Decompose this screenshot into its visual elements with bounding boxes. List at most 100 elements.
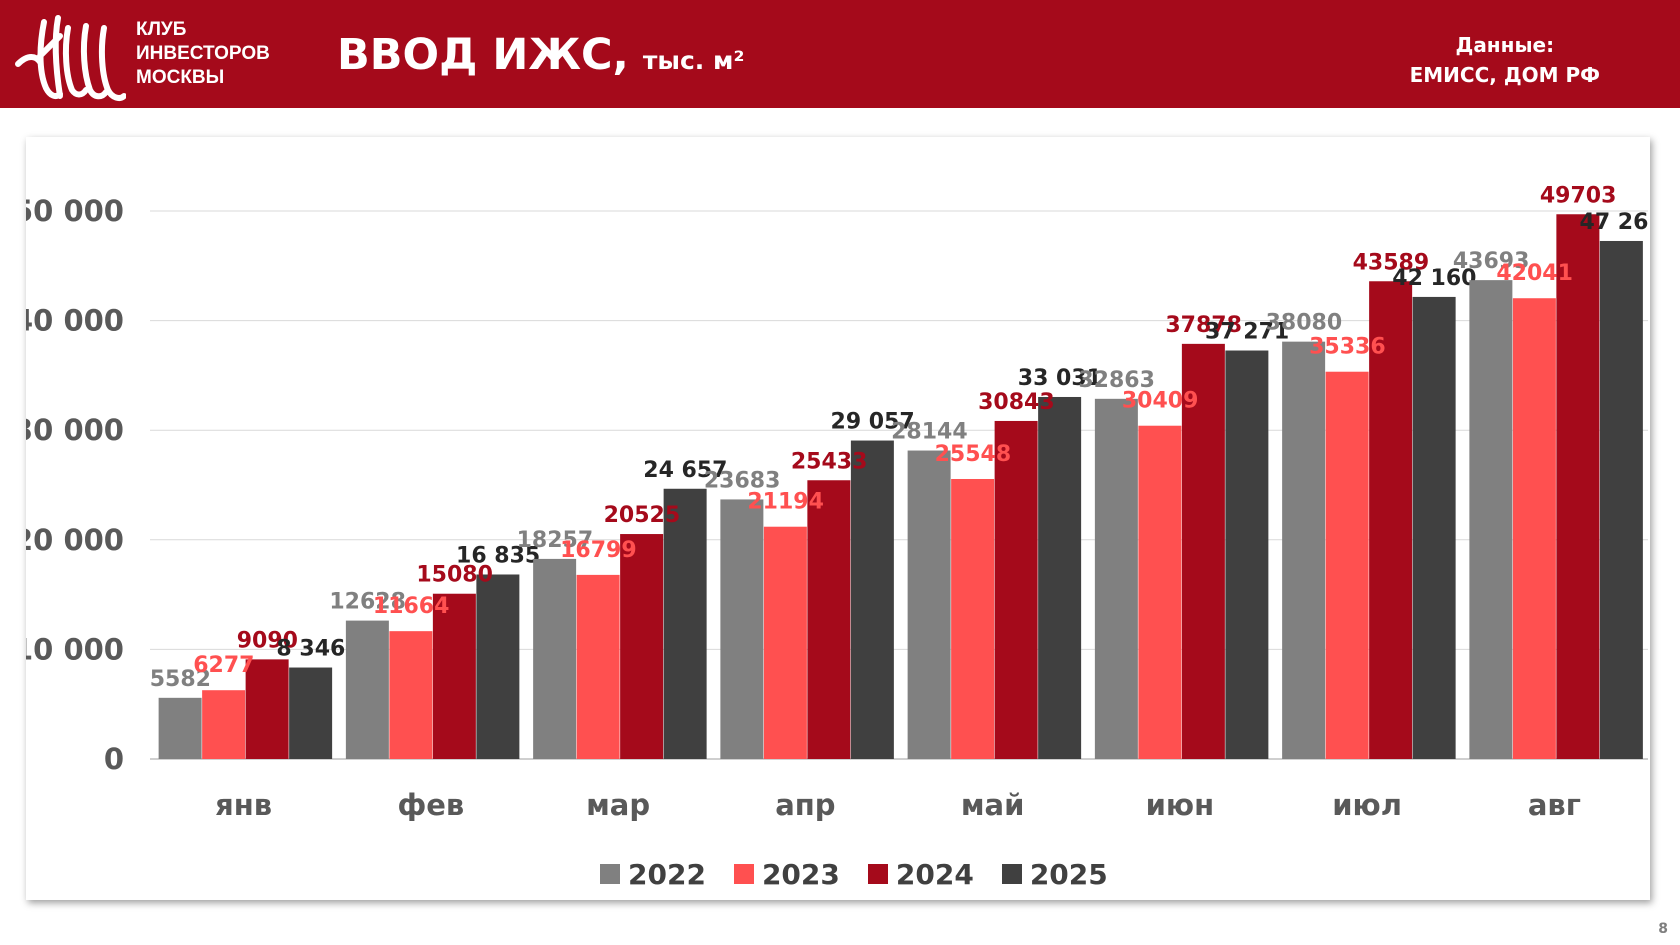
legend-item-2024: 2024: [867, 857, 974, 891]
data-source: Данные: ЕМИСС, ДОМ РФ: [1410, 30, 1600, 90]
y-tick-label: 20 000: [26, 523, 124, 557]
bar-2024: [1556, 214, 1600, 759]
y-tick-label: 10 000: [26, 632, 124, 666]
bar-2024: [807, 480, 851, 759]
club-name: КЛУБ ИНВЕСТОРОВ МОСКВЫ: [136, 18, 270, 90]
data-label-2023: 6277: [193, 653, 254, 678]
data-label-2022: 5582: [150, 667, 211, 692]
data-label-2025: 29 057: [831, 410, 915, 435]
bar-2023: [951, 478, 995, 759]
club-name-line: КЛУБ: [136, 19, 187, 40]
y-tick-label: 0: [104, 742, 124, 776]
y-tick-label: 40 000: [26, 304, 124, 338]
data-label-2022: 18257: [517, 528, 594, 553]
data-label-2025: 47 265: [1580, 210, 1650, 235]
bar-2025: [289, 667, 333, 759]
bar-2023: [1138, 425, 1182, 759]
legend-swatch-2022: [600, 864, 620, 884]
bar-2022: [345, 620, 389, 759]
x-tick-label: янв: [215, 788, 272, 822]
data-label-2023: 35336: [1309, 335, 1386, 360]
bar-2022: [907, 450, 951, 759]
x-tick-label: май: [961, 788, 1025, 822]
data-label-2023: 11664: [373, 594, 450, 619]
data-label-2025: 33 031: [1018, 366, 1102, 391]
page-number: 8: [1658, 921, 1668, 937]
bar-2023: [1512, 298, 1556, 759]
x-tick-label: апр: [775, 788, 835, 822]
bar-2024: [245, 659, 289, 759]
legend-swatch-2023: [733, 864, 754, 884]
data-label-2022: 38080: [1266, 311, 1343, 336]
legend-item-2022: 2022: [600, 858, 706, 891]
data-label-2024: 25433: [791, 449, 868, 474]
legend-label-2025: 2025: [1029, 857, 1108, 891]
data-label-2024: 15080: [416, 563, 493, 588]
y-tick-label: 30 000: [26, 413, 124, 447]
legend-item-2023: 2023: [733, 857, 840, 891]
legend-item-2025: 2025: [1001, 857, 1108, 891]
header-bar: КЛУБ ИНВЕСТОРОВ МОСКВЫ ВВОД ИЖС, тыс. м² …: [0, 0, 1680, 108]
chart-panel: 0 10 000 20 000 30 000 40 000 50 000 558262779…: [26, 137, 1650, 900]
bar-2022: [1282, 341, 1326, 759]
y-tick-label: 50 000: [26, 194, 124, 228]
data-label-2022: 12628: [329, 590, 406, 615]
page-title-unit: тыс. м²: [642, 46, 745, 75]
legend-swatch-2024: [867, 864, 888, 884]
bar-2023: [763, 526, 807, 759]
x-tick-label: авг: [1528, 788, 1581, 822]
data-label-2025: 8 346: [276, 637, 345, 662]
legend-label-2023: 2023: [761, 857, 840, 891]
data-label-2024: 30843: [978, 390, 1055, 415]
club-name-line: МОСКВЫ: [136, 67, 225, 88]
data-label-2022: 32863: [1078, 368, 1155, 393]
legend-swatch-2025: [1001, 864, 1022, 884]
data-label-2025: 37 271: [1205, 320, 1289, 345]
bar-2025: [1412, 296, 1456, 759]
data-label-2023: 21194: [747, 490, 824, 515]
data-label-2023: 16799: [560, 538, 637, 563]
bar-2022: [1469, 280, 1513, 759]
data-label-2024: 37878: [1165, 313, 1242, 338]
page-title: ВВОД ИЖС, тыс. м²: [337, 30, 744, 80]
x-tick-label: июн: [1146, 788, 1215, 822]
bar-2023: [576, 574, 620, 759]
bar-2024: [1369, 281, 1413, 759]
bar-2025: [850, 440, 894, 759]
x-tick-label: фев: [397, 788, 464, 822]
data-label-2023: 42041: [1496, 261, 1573, 286]
data-label-2024: 9090: [237, 628, 298, 653]
data-label-2022: 43693: [1453, 249, 1530, 274]
bar-2024: [620, 534, 664, 759]
bar-2024: [994, 420, 1038, 759]
bar-2025: [1038, 396, 1082, 759]
bar-2023: [389, 631, 433, 759]
bar-2023: [202, 690, 246, 759]
bar-2025: [476, 574, 520, 759]
bar-2025: [663, 488, 707, 759]
data-label-2025: 42 160: [1392, 266, 1476, 291]
data-label-2023: 25548: [935, 442, 1012, 467]
legend-label-2024: 2024: [895, 857, 974, 891]
chart-legend: 2022 2023 2024 2025: [600, 854, 1136, 894]
data-label-2024: 43589: [1353, 250, 1430, 275]
bar-2022: [533, 558, 577, 759]
bar-2025: [1225, 350, 1269, 759]
legend-label-2022: 2022: [628, 857, 706, 891]
data-source-label: Данные:: [1455, 33, 1555, 57]
data-label-2022: 23683: [704, 468, 781, 493]
bar-2024: [1181, 343, 1225, 759]
bar-2022: [720, 499, 764, 759]
data-label-2025: 24 657: [643, 458, 727, 483]
x-tick-label: мар: [586, 788, 650, 822]
data-label-2024: 49703: [1540, 183, 1617, 208]
bar-2023: [1325, 371, 1369, 759]
bar-2022: [1094, 398, 1138, 759]
x-tick-label: июл: [1332, 788, 1402, 822]
bar-2025: [1599, 240, 1643, 760]
data-label-2022: 28144: [891, 420, 968, 445]
data-label-2024: 20525: [604, 503, 681, 528]
club-logo-icon: [15, 15, 126, 101]
data-label-2025: 16 835: [456, 543, 540, 568]
bar-chart: 0 10 000 20 000 30 000 40 000 50 000 558262779…: [26, 183, 1650, 822]
